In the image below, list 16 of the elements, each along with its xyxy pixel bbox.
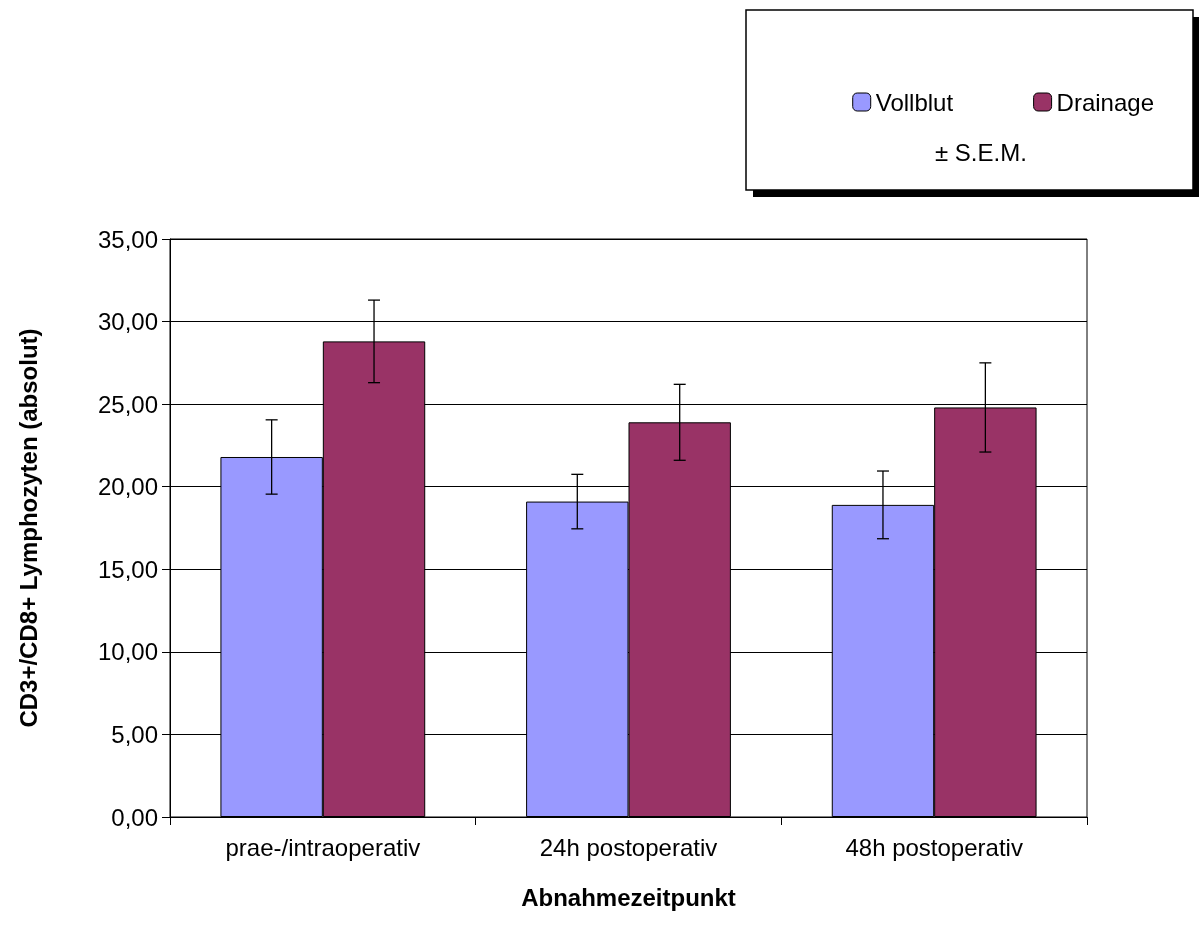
- text: ± S.E.M.: [935, 138, 1027, 166]
- x-tick-label: prae-/intraoperativ: [225, 833, 421, 861]
- legend-label: Drainage: [1056, 88, 1155, 116]
- y-axis-title: CD3+/CD8+ Lymphozyten (absolut): [14, 328, 42, 728]
- y-tick-label: 20,00: [97, 473, 158, 501]
- y-tick-label: 25,00: [97, 390, 158, 418]
- y-tick-label: 35,00: [97, 225, 158, 253]
- x-tick-label: 24h postoperativ: [539, 833, 718, 861]
- y-tick-label: 10,00: [97, 638, 158, 666]
- y-tick-label: 15,00: [97, 555, 158, 583]
- x-tick-label: 48h postoperativ: [845, 833, 1023, 861]
- x-axis-title: Abnahmezeitpunkt: [521, 883, 736, 911]
- y-tick-label: 0,00: [111, 803, 158, 831]
- y-tick-label: 30,00: [97, 308, 158, 336]
- legend-label: Vollblut: [875, 88, 954, 116]
- y-tick-label: 5,00: [111, 720, 158, 748]
